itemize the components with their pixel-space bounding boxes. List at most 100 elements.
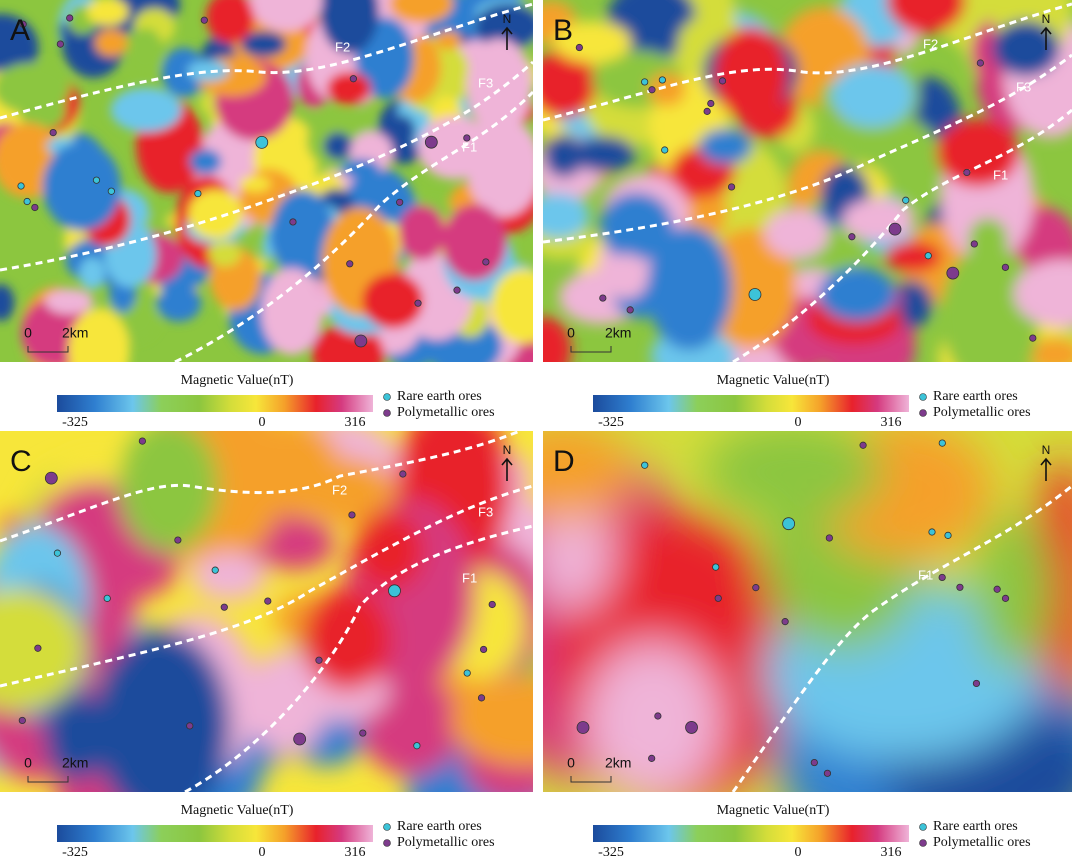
polymetallic-ore	[186, 722, 194, 730]
scale-distance: 2km	[62, 755, 88, 771]
rare-earth-ore	[928, 528, 936, 536]
scale-bar	[570, 346, 612, 353]
polymetallic-legend: Polymetallic ores	[933, 835, 1031, 850]
polymetallic-ore	[823, 769, 832, 777]
anomaly	[572, 136, 636, 173]
fault-line	[731, 484, 1072, 792]
colorbar-tick: 0	[795, 415, 802, 430]
polymetallic-ore	[463, 134, 471, 142]
rare-earth-legend: Rare earth ores	[397, 819, 482, 834]
anomaly	[246, 431, 342, 517]
anomaly	[389, 0, 454, 24]
anomaly	[362, 273, 424, 329]
rare-earth-legend: Rare earth ores	[397, 389, 482, 404]
scale-zero: 0	[24, 325, 32, 341]
map-panel: B F2 F3 F1 N 0 2km	[543, 0, 1072, 362]
polymetallic-ore	[414, 299, 422, 307]
rare-earth-ore	[413, 742, 421, 750]
rare-earth-ore	[641, 461, 649, 469]
anomaly	[698, 128, 753, 165]
anomalies	[0, 0, 533, 362]
polymetallic-ore	[859, 441, 867, 449]
polymetallic-ore	[648, 754, 656, 762]
fault-label: F2	[335, 39, 350, 54]
polymetallic-ore	[946, 266, 960, 280]
rare-earth-ore	[388, 584, 401, 598]
polymetallic-ore	[44, 471, 58, 485]
anomaly	[831, 63, 914, 128]
anomaly	[583, 641, 723, 792]
polymetallic-ore	[956, 583, 964, 591]
rare-earth-ore	[944, 531, 952, 539]
anomaly	[250, 0, 323, 32]
polymetallic-ore	[810, 758, 818, 767]
scale-bar	[27, 776, 69, 783]
polymetallic-ore	[138, 437, 146, 445]
anomaly	[353, 510, 425, 590]
anomaly	[599, 192, 674, 262]
anomaly	[764, 209, 829, 259]
north-arrow	[501, 457, 513, 481]
anomaly	[940, 244, 1040, 362]
polymetallic-ore	[575, 43, 583, 52]
colorbar	[57, 395, 373, 412]
polymetallic-ore	[354, 334, 368, 348]
polymetallic-ore	[264, 597, 272, 605]
anomaly	[261, 268, 323, 355]
polymetallic-ore	[31, 203, 39, 212]
polymetallic-ore	[18, 716, 26, 725]
polymetallic-legend: Polymetallic ores	[397, 405, 495, 420]
anomaly	[110, 87, 182, 132]
rare-earth-ore	[938, 439, 946, 447]
rare-earth-ore	[211, 566, 219, 574]
fault-label: F1	[918, 567, 933, 582]
rare-earth-ore	[92, 176, 101, 184]
polymetallic-ore	[963, 168, 971, 177]
fault-label: F3	[478, 504, 493, 519]
anomaly	[94, 29, 128, 57]
polymetallic-ore	[972, 679, 981, 688]
anomaly	[491, 268, 533, 344]
polymetallic-legend-swatch	[919, 409, 927, 417]
polymetallic-ore	[626, 306, 634, 314]
polymetallic-ore	[707, 99, 715, 108]
anomaly	[0, 588, 86, 712]
scale-zero: 0	[567, 755, 575, 771]
colorbar-tick: 316	[881, 415, 902, 430]
anomaly	[191, 552, 267, 601]
fault-line	[732, 108, 1072, 362]
rare-earth-ore	[194, 189, 202, 198]
rare-earth-legend: Rare earth ores	[933, 819, 1018, 834]
anomaly	[992, 20, 1060, 77]
anomaly	[207, 240, 241, 267]
anomaly	[543, 49, 597, 118]
anomaly	[326, 72, 371, 105]
colorbar-tick: 0	[795, 845, 802, 859]
anomaly	[93, 629, 231, 792]
scale-bar	[27, 346, 69, 353]
fault-label: F1	[993, 167, 1008, 182]
polymetallic-ore	[56, 40, 64, 48]
rare-earth-ore	[103, 594, 111, 602]
polymetallic-ore	[34, 644, 42, 652]
anomaly	[319, 0, 379, 54]
anomaly	[323, 132, 353, 161]
north-arrow	[1040, 457, 1052, 481]
colorbar	[593, 825, 909, 842]
north-label: N	[1042, 12, 1051, 26]
polymetallic-ore	[359, 729, 367, 737]
polymetallic-ore	[453, 286, 461, 294]
anomaly	[973, 511, 1053, 671]
anomaly	[451, 675, 533, 767]
north-arrow	[1040, 26, 1052, 50]
fault-line	[543, 2, 1072, 122]
rare-earth-ore	[107, 187, 115, 195]
fault-label: F2	[332, 482, 347, 497]
anomaly	[126, 28, 164, 75]
anomaly	[240, 31, 287, 58]
polymetallic-ore	[1029, 334, 1037, 342]
scale-zero: 0	[24, 755, 32, 771]
legend: Magnetic Value(nT) -325 0 316 Rare earth ore…	[57, 373, 495, 430]
legend-title: Magnetic Value(nT)	[181, 373, 294, 388]
polymetallic-ore	[718, 77, 727, 85]
